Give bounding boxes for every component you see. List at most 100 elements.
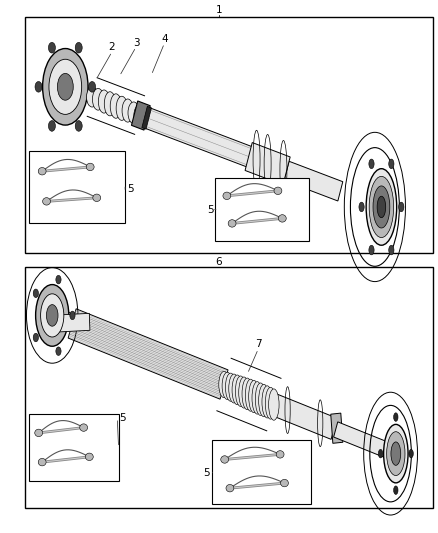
Polygon shape xyxy=(271,394,337,439)
Ellipse shape xyxy=(222,372,233,399)
Bar xyxy=(215,178,308,241)
Polygon shape xyxy=(245,142,290,185)
Ellipse shape xyxy=(104,92,116,116)
Text: 4: 4 xyxy=(161,34,168,44)
Ellipse shape xyxy=(276,450,284,458)
Ellipse shape xyxy=(49,120,56,131)
Ellipse shape xyxy=(259,384,269,417)
Text: 2: 2 xyxy=(109,43,115,52)
Ellipse shape xyxy=(93,194,101,201)
Polygon shape xyxy=(131,101,150,130)
Ellipse shape xyxy=(86,163,94,171)
Ellipse shape xyxy=(116,96,127,120)
Text: 5: 5 xyxy=(207,205,214,215)
Ellipse shape xyxy=(56,347,61,356)
Ellipse shape xyxy=(99,90,110,113)
Ellipse shape xyxy=(265,387,276,419)
Ellipse shape xyxy=(38,167,46,175)
Polygon shape xyxy=(284,161,343,201)
Ellipse shape xyxy=(369,159,374,168)
Text: 3: 3 xyxy=(133,38,139,47)
Ellipse shape xyxy=(409,449,413,458)
Ellipse shape xyxy=(387,432,405,475)
Ellipse shape xyxy=(122,99,134,122)
Ellipse shape xyxy=(242,378,253,410)
Ellipse shape xyxy=(384,424,408,483)
Ellipse shape xyxy=(80,424,88,431)
Polygon shape xyxy=(68,309,228,399)
Polygon shape xyxy=(142,106,152,129)
Polygon shape xyxy=(57,309,74,330)
Ellipse shape xyxy=(389,245,394,255)
Ellipse shape xyxy=(38,458,46,466)
Polygon shape xyxy=(331,413,343,443)
Ellipse shape xyxy=(378,449,383,458)
Ellipse shape xyxy=(255,383,266,415)
Ellipse shape xyxy=(219,372,229,398)
Ellipse shape xyxy=(49,59,81,115)
Ellipse shape xyxy=(134,105,145,125)
Ellipse shape xyxy=(369,245,374,255)
Ellipse shape xyxy=(35,429,42,437)
Ellipse shape xyxy=(221,456,229,463)
Ellipse shape xyxy=(87,87,98,107)
Bar xyxy=(29,414,119,481)
Ellipse shape xyxy=(394,486,398,495)
Ellipse shape xyxy=(92,88,104,110)
Ellipse shape xyxy=(373,186,390,228)
Ellipse shape xyxy=(279,215,286,222)
Polygon shape xyxy=(71,84,93,100)
Ellipse shape xyxy=(245,379,256,411)
Bar xyxy=(29,151,125,223)
Ellipse shape xyxy=(274,187,282,195)
Polygon shape xyxy=(59,313,90,332)
Ellipse shape xyxy=(262,386,272,418)
Ellipse shape xyxy=(46,305,58,326)
Ellipse shape xyxy=(389,159,394,168)
Ellipse shape xyxy=(369,176,394,238)
Polygon shape xyxy=(334,422,398,461)
Ellipse shape xyxy=(42,49,88,125)
Text: 5: 5 xyxy=(120,413,126,423)
Ellipse shape xyxy=(399,202,404,212)
Ellipse shape xyxy=(35,285,69,346)
Text: 5: 5 xyxy=(204,468,210,478)
Ellipse shape xyxy=(377,196,386,217)
Polygon shape xyxy=(70,80,94,103)
Ellipse shape xyxy=(70,311,75,320)
Ellipse shape xyxy=(228,220,236,227)
Ellipse shape xyxy=(88,82,95,92)
Ellipse shape xyxy=(239,377,249,408)
Ellipse shape xyxy=(229,374,239,403)
Text: 6: 6 xyxy=(215,257,223,267)
Ellipse shape xyxy=(75,120,82,131)
Ellipse shape xyxy=(33,333,39,342)
Bar xyxy=(25,266,433,508)
Polygon shape xyxy=(143,107,283,179)
Ellipse shape xyxy=(42,198,50,205)
Ellipse shape xyxy=(226,484,234,492)
Ellipse shape xyxy=(232,375,243,405)
Ellipse shape xyxy=(33,289,39,297)
Ellipse shape xyxy=(235,376,246,407)
Ellipse shape xyxy=(85,453,93,461)
Ellipse shape xyxy=(35,82,42,92)
Ellipse shape xyxy=(359,202,364,212)
Ellipse shape xyxy=(56,276,61,284)
Ellipse shape xyxy=(49,43,56,53)
Ellipse shape xyxy=(128,102,139,124)
Ellipse shape xyxy=(57,74,73,100)
Text: 7: 7 xyxy=(255,338,261,349)
Ellipse shape xyxy=(223,192,231,199)
Ellipse shape xyxy=(252,382,262,414)
Ellipse shape xyxy=(249,381,259,413)
Text: 5: 5 xyxy=(127,184,134,195)
Ellipse shape xyxy=(391,442,401,465)
Ellipse shape xyxy=(394,413,398,421)
Bar xyxy=(212,440,311,504)
Ellipse shape xyxy=(281,479,288,487)
Ellipse shape xyxy=(366,168,397,245)
Ellipse shape xyxy=(110,94,122,118)
Bar xyxy=(25,17,433,253)
Ellipse shape xyxy=(268,389,279,420)
